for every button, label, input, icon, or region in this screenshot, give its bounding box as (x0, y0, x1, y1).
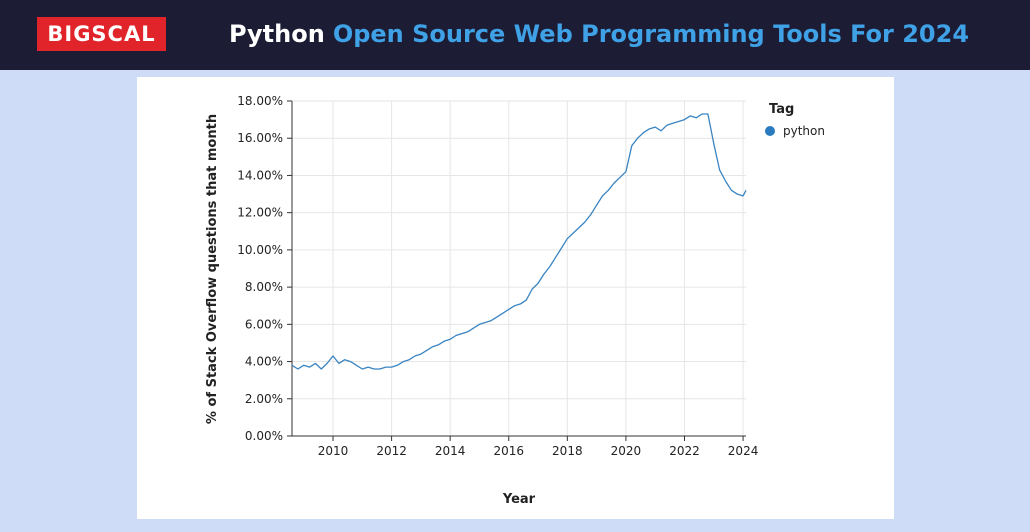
legend-swatch-python (765, 126, 775, 136)
page-title: Python Open Source Web Programming Tools… (229, 17, 969, 51)
x-axis-title: Year (502, 492, 536, 507)
x-tick-label: 2020 (611, 444, 642, 458)
y-tick-label: 18.00% (237, 94, 283, 108)
legend-label-python[interactable]: python (783, 124, 825, 138)
y-tick-label: 16.00% (237, 131, 283, 145)
chart-card: 0.00% 2.00% 4.00% 6.00% 8.00% 10.00% 12.00% 14.… (137, 77, 894, 519)
bigscal-logo[interactable]: BIGSCAL (37, 17, 166, 51)
series-line-python[interactable] (291, 113, 747, 370)
x-tick-label: 2022 (669, 444, 700, 458)
y-tick-label: 14.00% (237, 168, 283, 182)
y-axis: 0.00% 2.00% 4.00% 6.00% 8.00% 10.00% 12.00% 14.… (237, 94, 293, 443)
x-tick-label: 2010 (318, 444, 349, 458)
chart-grid (292, 100, 746, 437)
line-chart: 0.00% 2.00% 4.00% 6.00% 8.00% 10.00% 12.00% 14.… (205, 94, 825, 507)
legend-title: Tag (769, 102, 794, 117)
y-tick-label: 12.00% (237, 206, 283, 220)
x-tick-label: 2014 (435, 444, 466, 458)
y-tick-label: 10.00% (237, 243, 283, 257)
y-tick-label: 8.00% (245, 280, 283, 294)
x-axis: 2010 2012 2014 2016 2018 2020 2022 2024 (292, 435, 759, 458)
x-tick-label: 2024 (728, 444, 759, 458)
title-main: Python (229, 20, 325, 48)
x-tick-label: 2018 (552, 444, 583, 458)
y-tick-label: 0.00% (245, 429, 283, 443)
page-header: BIGSCAL Python Open Source Web Programmi… (0, 0, 1030, 70)
x-tick-label: 2016 (493, 444, 524, 458)
y-tick-label: 6.00% (245, 317, 283, 331)
title-rest: Open Source Web Programming Tools For 20… (332, 20, 970, 48)
y-axis-title: % of Stack Overflow questions that month (205, 114, 220, 424)
y-tick-label: 4.00% (245, 355, 283, 369)
y-tick-label: 2.00% (245, 392, 283, 406)
series-layer (291, 113, 747, 370)
x-tick-label: 2012 (376, 444, 407, 458)
